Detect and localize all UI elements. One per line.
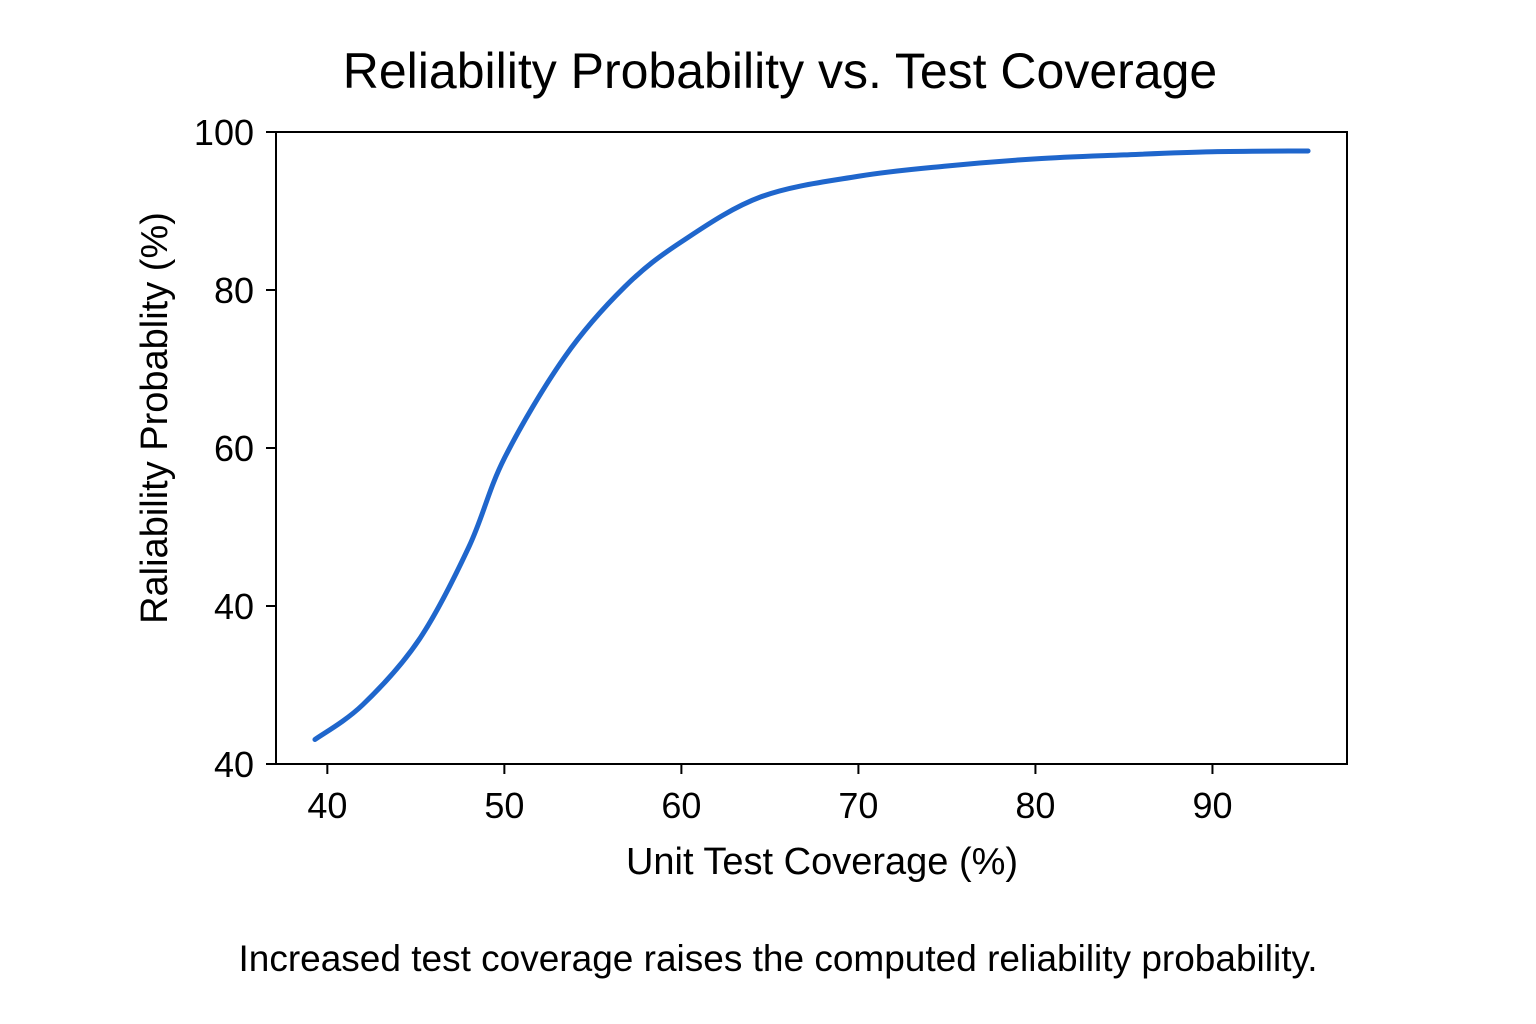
chart-title: Reliability Probability vs. Test Coverag… — [343, 43, 1217, 99]
x-tick-label: 50 — [484, 785, 524, 826]
series-line — [312, 148, 1311, 743]
y-axis-label: Raliability Probablity (%) — [134, 212, 176, 624]
y-tick-label: 40 — [214, 744, 254, 785]
y-tick-label: 100 — [194, 112, 254, 153]
x-tick-label: 70 — [838, 785, 878, 826]
plot-frame — [275, 131, 1348, 765]
x-tick-label: 90 — [1192, 785, 1232, 826]
y-tick-label: 40 — [214, 586, 254, 627]
caption: Increased test coverage raises the compu… — [238, 938, 1317, 979]
x-tick-label: 40 — [307, 785, 347, 826]
y-tick-label: 60 — [214, 428, 254, 469]
x-tick-label: 60 — [661, 785, 701, 826]
x-tick-label: 80 — [1015, 785, 1055, 826]
y-tick-label: 80 — [214, 270, 254, 311]
x-axis-label: Unit Test Coverage (%) — [626, 841, 1018, 883]
